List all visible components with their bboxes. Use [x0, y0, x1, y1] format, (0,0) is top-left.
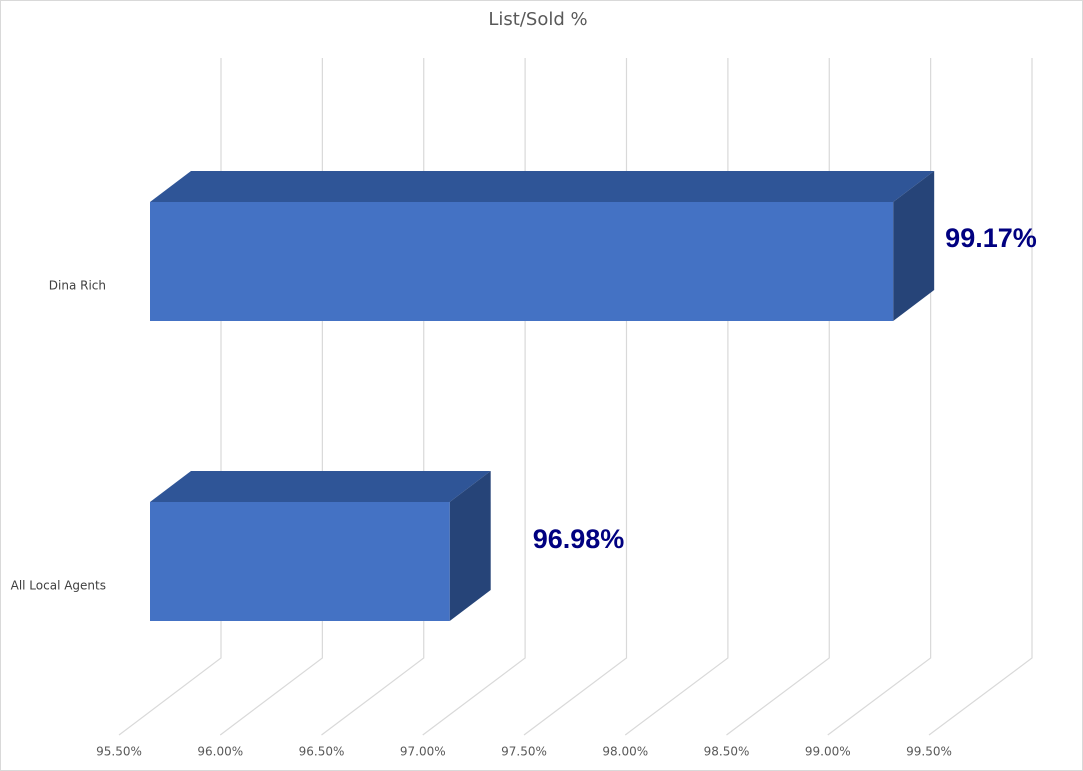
x-tick-label: 98.50%: [704, 745, 750, 759]
y-tick-label: All Local Agents: [11, 579, 106, 593]
bar-front-face: [150, 202, 894, 321]
x-tick-label: 96.00%: [197, 745, 243, 759]
bar-top-face: [150, 471, 491, 502]
bar-side-face: [893, 171, 935, 321]
x-tick-label: 99.00%: [805, 745, 851, 759]
x-tick-label: 97.00%: [400, 745, 446, 759]
y-tick-label: Dina Rich: [49, 279, 106, 293]
x-tick-label: 98.00%: [602, 745, 648, 759]
bar-side-face: [449, 471, 491, 621]
bar-top-face: [150, 171, 935, 202]
value-label: 99.17%: [945, 223, 1037, 253]
grid-line: [928, 58, 1033, 736]
chart-title: List/Sold %: [488, 9, 587, 30]
x-tick-label: 95.50%: [96, 745, 142, 759]
bar: [150, 471, 491, 621]
bar: [150, 171, 935, 321]
x-tick-label: 97.50%: [501, 745, 547, 759]
value-label: 96.98%: [533, 524, 625, 554]
x-tick-label: 96.50%: [299, 745, 345, 759]
bar-front-face: [150, 502, 450, 621]
x-tick-label: 99.50%: [906, 745, 952, 759]
